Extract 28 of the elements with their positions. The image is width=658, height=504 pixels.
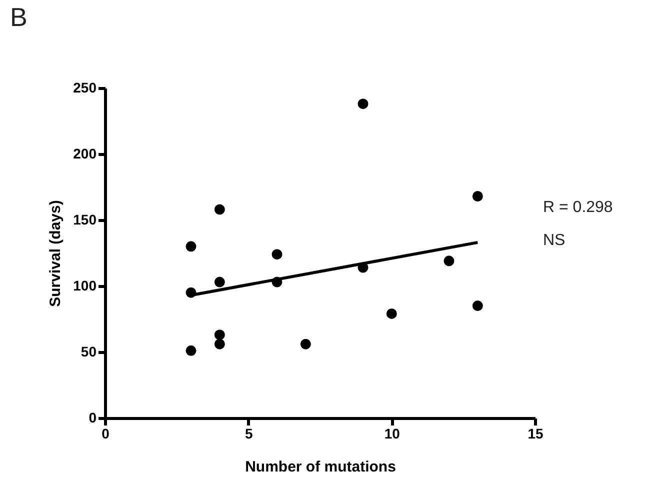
text: B (10, 2, 28, 32)
point (186, 345, 196, 356)
y-tick-label: 50 (80, 344, 97, 360)
point (358, 98, 368, 110)
x-tick-label: 15 (528, 426, 544, 442)
x-tick-label: 0 (102, 426, 110, 442)
x-tick-label: 5 (244, 426, 253, 442)
y-axis-title: Survival (days) (47, 200, 64, 307)
y-tick-label: 250 (73, 80, 97, 96)
y-tick-label: 150 (73, 212, 97, 228)
point (386, 308, 397, 319)
y-tick-label: 100 (73, 278, 97, 294)
point (472, 300, 483, 312)
point (472, 191, 483, 202)
point (186, 241, 196, 252)
point (214, 330, 225, 340)
x-axis-title: Number of mutations (245, 458, 396, 476)
point (214, 204, 225, 215)
y-tick-label: 200 (73, 146, 97, 162)
x-tick-label: 10 (384, 426, 400, 442)
point (214, 276, 225, 288)
text: NS (543, 232, 566, 249)
point (444, 256, 454, 266)
point (300, 338, 311, 350)
text: R = 0.298 (543, 198, 613, 216)
point (272, 249, 282, 260)
y-tick-label: 0 (88, 410, 97, 426)
point (214, 338, 225, 350)
